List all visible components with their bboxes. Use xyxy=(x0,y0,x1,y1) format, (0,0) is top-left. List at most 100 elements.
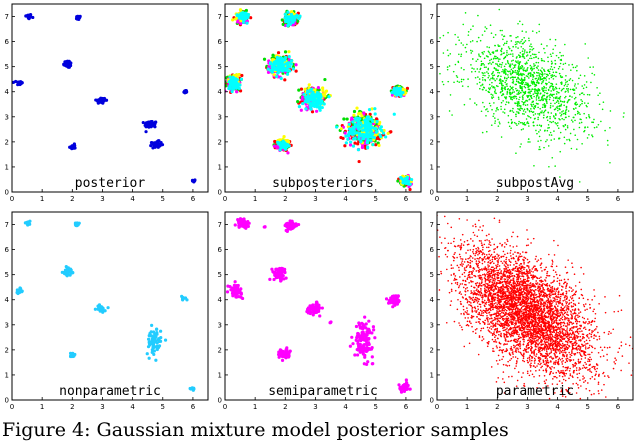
data-point xyxy=(526,54,529,56)
data-point xyxy=(466,43,468,46)
data-point xyxy=(555,106,558,108)
data-point xyxy=(529,116,532,119)
data-point xyxy=(348,344,352,348)
data-point xyxy=(509,35,511,37)
data-point xyxy=(320,105,324,110)
data-point xyxy=(335,125,339,129)
data-point xyxy=(491,51,494,53)
data-point xyxy=(76,222,80,226)
series-0 xyxy=(15,219,196,392)
data-point xyxy=(523,85,526,88)
data-point xyxy=(143,123,147,128)
data-point xyxy=(515,71,517,74)
data-point xyxy=(515,97,518,100)
data-point xyxy=(494,57,497,60)
data-point xyxy=(591,134,593,136)
data-point xyxy=(590,81,592,84)
data-point xyxy=(298,14,302,18)
y-tick-label: 1 xyxy=(218,371,222,379)
data-point xyxy=(500,136,503,138)
data-point xyxy=(506,327,508,329)
data-point xyxy=(482,86,485,89)
data-point xyxy=(531,69,533,72)
data-point xyxy=(511,121,514,124)
data-point xyxy=(482,101,484,104)
data-point xyxy=(557,127,560,129)
data-point xyxy=(538,99,540,102)
data-point xyxy=(514,76,517,79)
data-point xyxy=(359,134,363,138)
data-point xyxy=(586,105,588,108)
data-point xyxy=(339,135,343,140)
data-point xyxy=(502,38,504,41)
data-point xyxy=(521,30,524,32)
data-point xyxy=(505,63,507,65)
data-point xyxy=(546,102,548,104)
data-point xyxy=(469,98,471,100)
data-point xyxy=(510,122,513,125)
data-point xyxy=(571,63,574,66)
data-point xyxy=(560,54,563,57)
data-point xyxy=(318,92,322,96)
data-point xyxy=(394,89,398,93)
data-point xyxy=(504,70,506,73)
data-point xyxy=(583,102,586,104)
data-point xyxy=(515,78,518,81)
data-point xyxy=(493,102,495,104)
data-point xyxy=(324,89,329,93)
data-point xyxy=(493,67,496,70)
data-point xyxy=(497,64,499,67)
data-point xyxy=(370,107,374,111)
data-point xyxy=(521,23,524,26)
data-point xyxy=(576,110,579,113)
series-0 xyxy=(12,13,197,184)
data-point xyxy=(531,101,533,104)
data-point xyxy=(511,72,514,75)
data-point xyxy=(502,35,505,38)
data-point xyxy=(404,378,408,382)
data-point xyxy=(588,115,590,118)
data-point xyxy=(160,143,165,147)
data-point xyxy=(593,126,596,129)
data-point xyxy=(604,129,606,132)
data-point xyxy=(387,301,391,305)
data-point xyxy=(543,69,546,72)
data-point xyxy=(532,47,535,50)
data-point xyxy=(485,66,487,69)
data-point xyxy=(546,129,549,132)
data-point xyxy=(483,64,486,66)
data-point xyxy=(519,146,521,148)
data-point xyxy=(510,40,513,42)
data-point xyxy=(553,74,556,77)
data-point xyxy=(528,115,530,118)
data-point xyxy=(528,77,530,79)
data-point xyxy=(550,65,553,68)
data-point xyxy=(282,142,286,147)
data-point xyxy=(579,93,581,96)
data-point xyxy=(458,53,460,56)
data-point xyxy=(564,79,567,81)
data-point xyxy=(396,179,400,183)
x-tick-label: 0 xyxy=(10,195,14,203)
data-point xyxy=(544,104,547,107)
data-point xyxy=(563,101,565,103)
data-point xyxy=(527,138,530,140)
data-point xyxy=(540,111,542,114)
data-point xyxy=(535,97,538,99)
data-point xyxy=(518,69,521,71)
data-point xyxy=(347,122,351,127)
y-tick-label: 3 xyxy=(5,113,9,121)
data-point xyxy=(509,53,512,55)
data-point xyxy=(510,127,512,129)
data-point xyxy=(346,134,351,138)
data-point xyxy=(517,54,520,56)
points-layer xyxy=(225,217,412,394)
data-point xyxy=(100,96,104,101)
data-point xyxy=(230,286,234,290)
data-point xyxy=(573,85,576,87)
data-point xyxy=(562,110,564,112)
data-point xyxy=(532,93,535,95)
data-point xyxy=(392,112,396,116)
data-point xyxy=(557,97,559,100)
